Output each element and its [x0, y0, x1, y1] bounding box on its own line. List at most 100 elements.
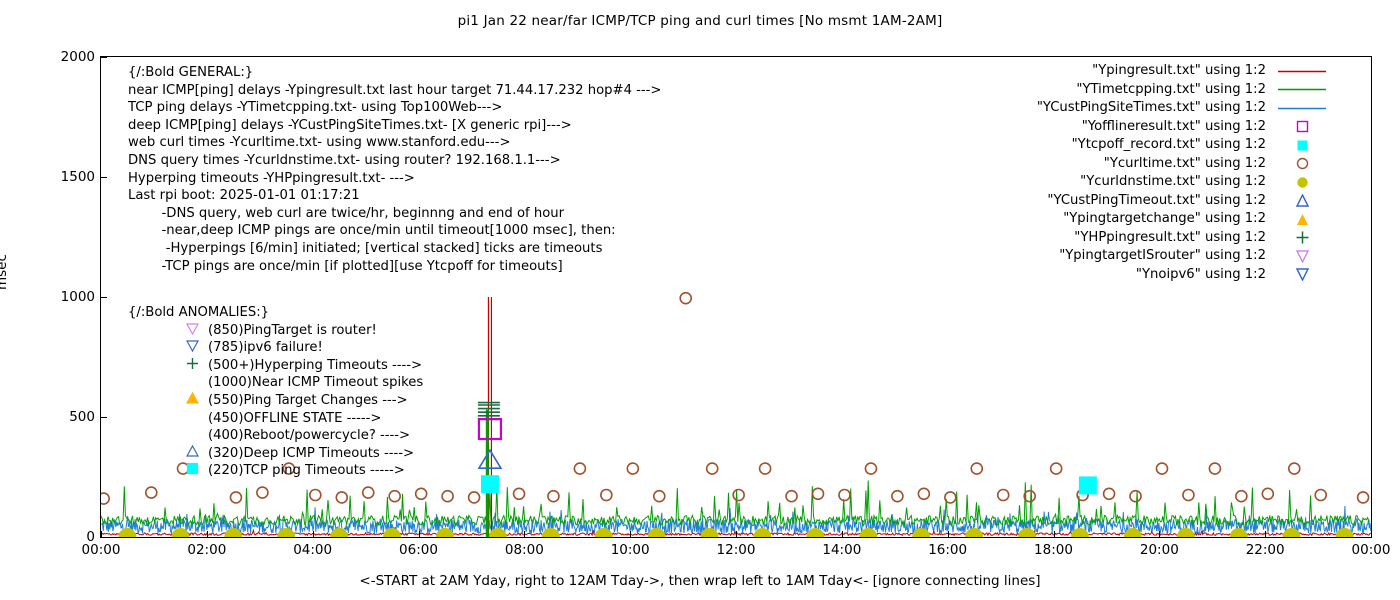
general-line: -TCP pings are once/min [if plotted][use…	[128, 258, 563, 274]
open-down-triangle-icon	[1276, 266, 1328, 285]
legend-row: "YHPpingresult.txt" using 1:2	[998, 229, 1328, 248]
general-line: -DNS query, web curl are twice/hr, begin…	[128, 205, 565, 221]
anomaly-item: (785)ipv6 failure!	[128, 339, 423, 357]
general-line: TCP ping delays -YTimetcpping.txt- using…	[128, 100, 503, 116]
y-tick-mark	[100, 57, 107, 58]
x-tick-label: 12:00	[716, 542, 756, 558]
legend-label: "YHPpingresult.txt" using 1:2	[1074, 229, 1266, 245]
open-down-triangle-violet-icon	[185, 322, 206, 340]
general-line: -near,deep ICMP pings are once/min until…	[128, 223, 616, 239]
anomaly-item: (220)TCP ping Timeouts ----->	[128, 462, 423, 480]
legend-row: "YCustPingTimeout.txt" using 1:2	[998, 192, 1328, 211]
y-tick-label: 1500	[60, 169, 95, 185]
anomaly-item: (400)Reboot/powercycle? ---->	[128, 427, 423, 445]
anomaly-item: (320)Deep ICMP Timeouts ---->	[128, 444, 423, 463]
general-line: web curl times -Ycurltime.txt- using www…	[128, 135, 511, 151]
x-tick-label: 06:00	[399, 542, 438, 558]
legend-label: "Ycurldnstime.txt" using 1:2	[1080, 174, 1266, 189]
anomaly-label: (785)ipv6 failure!	[208, 340, 323, 356]
legend-label: "Ynoipv6" using 1:2	[1135, 266, 1266, 282]
filled-circle-icon	[1276, 173, 1328, 192]
open-triangle-icon	[1276, 192, 1328, 211]
x-tick-label: 18:00	[1034, 542, 1073, 558]
legend-row: "YpingtargetISrouter" using 1:2	[998, 247, 1328, 266]
legend-row: "Ypingtargetchange" using 1:2	[998, 210, 1328, 229]
open-triangle-blue-icon	[185, 444, 206, 463]
y-tick-label: 2000	[60, 49, 95, 65]
plus-icon	[1276, 229, 1328, 248]
x-tick-label: 04:00	[293, 542, 333, 558]
x-tick-mark	[630, 531, 632, 538]
plus-green-icon	[186, 357, 206, 375]
x-tick-mark	[524, 531, 526, 538]
open-square-icon	[1276, 118, 1328, 137]
anomaly-item: (1000)Near ICMP Timeout spikes	[128, 374, 423, 392]
anomaly-label: (220)TCP ping Timeouts ----->	[208, 463, 405, 479]
legend-row: "YTimetcpping.txt" using 1:2	[998, 81, 1328, 100]
general-annotation-block: {/:Bold GENERAL:} near ICMP[ping] delays …	[128, 64, 662, 275]
anomaly-label: (850)PingTarget is router!	[208, 322, 377, 338]
anomaly-label: (320)Deep ICMP Timeouts ---->	[208, 445, 415, 461]
legend-row: "Yofflineresult.txt" using 1:2	[998, 118, 1328, 137]
anomaly-label: (400)Reboot/powercycle? ---->	[208, 428, 411, 444]
anomaly-label: (450)OFFLINE STATE ----->	[208, 410, 382, 426]
general-line: Last rpi boot: 2025-01-01 01:17:21	[128, 188, 360, 204]
anomaly-item: (550)Ping Target Changes --->	[128, 391, 423, 410]
filled-triangle-icon	[1276, 210, 1328, 229]
legend-label: "YCustPingSiteTimes.txt" using 1:2	[1036, 100, 1266, 115]
open-circle-icon	[1276, 155, 1328, 174]
x-tick-label: 10:00	[610, 542, 650, 558]
legend-row: "Ypingresult.txt" using 1:2	[998, 62, 1328, 81]
legend-row: "Ycurldnstime.txt" using 1:2	[998, 173, 1328, 192]
filled-square-icon	[1276, 136, 1328, 155]
legend-label: "Ypingresult.txt" using 1:2	[1092, 63, 1266, 78]
anomaly-item: (450)OFFLINE STATE ----->	[128, 410, 423, 428]
x-tick-mark	[101, 531, 102, 538]
x-axis-caption: <-START at 2AM Yday, right to 12AM Tday-…	[359, 573, 1041, 589]
general-line: -Hyperpings [6/min] initiated; [vertical…	[128, 240, 603, 256]
x-tick-mark	[947, 531, 949, 538]
anomaly-item: (850)PingTarget is router!	[128, 322, 423, 340]
filled-triangle-orange-icon	[185, 391, 206, 410]
legend-label: "Yofflineresult.txt" using 1:2	[1081, 118, 1266, 134]
anomaly-label: (550)Ping Target Changes --->	[208, 392, 408, 408]
x-tick-mark	[736, 531, 737, 538]
x-tick-label: 02:00	[187, 542, 227, 558]
y-tick-mark	[100, 297, 107, 298]
legend-label: "YCustPingTimeout.txt" using 1:2	[1047, 192, 1266, 208]
general-line: Hyperping timeouts -YHPpingresult.txt- -…	[128, 170, 415, 186]
x-tick-label: 20:00	[1139, 542, 1179, 558]
x-tick-mark	[1053, 531, 1055, 538]
x-tick-mark	[1159, 531, 1161, 538]
anomalies-annotation-block: {/:Bold ANOMALIES:} (850)PingTarget is ro…	[128, 304, 423, 480]
chart-title: pi1 Jan 22 near/far ICMP/TCP ping and cu…	[457, 13, 943, 29]
anomaly-label: (1000)Near ICMP Timeout spikes	[208, 375, 424, 391]
filled-square-cyan-icon	[186, 462, 206, 480]
general-line: deep ICMP[ping] delays -YCustPingSiteTim…	[128, 117, 572, 133]
x-tick-mark	[312, 531, 314, 538]
open-down-triangle-blue-icon	[185, 339, 206, 357]
open-down-triangle-icon	[1276, 247, 1328, 266]
general-line: near ICMP[ping] delays -Ypingresult.txt …	[128, 82, 662, 98]
y-tick-label: 0	[86, 529, 95, 545]
legend-row: "Ytcpoff_record.txt" using 1:2	[998, 136, 1328, 155]
legend-label: "Ytcpoff_record.txt" using 1:2	[1071, 137, 1266, 152]
legend: "Ypingresult.txt" using 1:2 "YTimetcppin…	[998, 62, 1328, 284]
y-tick-mark	[100, 417, 107, 418]
legend-row: "Ycurltime.txt" using 1:2	[998, 155, 1328, 174]
y-axis-label: msec	[0, 254, 10, 290]
y-tick-label: 500	[69, 409, 95, 425]
general-heading: {/:Bold GENERAL:}	[128, 65, 254, 80]
anomalies-heading: {/:Bold ANOMALIES:}	[128, 305, 270, 320]
y-tick-label: 1000	[60, 289, 95, 305]
x-tick-mark	[206, 531, 208, 538]
x-tick-label: 00:00	[1351, 542, 1391, 558]
legend-row: "Ynoipv6" using 1:2	[998, 266, 1328, 285]
line-icon	[1276, 62, 1328, 81]
legend-label: "Ycurltime.txt" using 1:2	[1103, 155, 1266, 171]
general-line: DNS query times -Ycurldnstime.txt- using…	[128, 152, 561, 168]
x-tick-label: 22:00	[1245, 542, 1285, 558]
legend-label: "YTimetcpping.txt" using 1:2	[1076, 81, 1266, 97]
anomaly-item: (500+)Hyperping Timeouts ---->	[128, 357, 423, 375]
